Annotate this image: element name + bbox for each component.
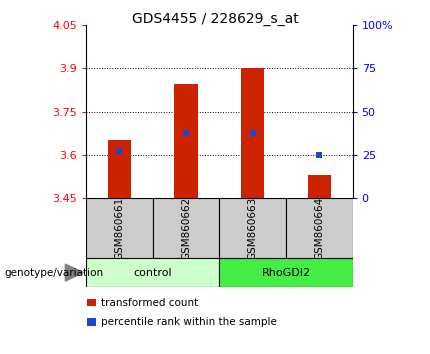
Text: GSM860664: GSM860664	[314, 197, 324, 260]
Bar	[174, 84, 198, 198]
Bar	[241, 68, 264, 198]
Bar	[153, 198, 219, 258]
Text: GSM860662: GSM860662	[181, 197, 191, 260]
Bar	[86, 198, 153, 258]
Text: GSM860663: GSM860663	[248, 197, 258, 260]
Bar	[286, 198, 353, 258]
Text: genotype/variation: genotype/variation	[4, 268, 104, 278]
Text: transformed count: transformed count	[101, 298, 198, 308]
Bar	[219, 198, 286, 258]
Bar	[108, 141, 131, 198]
Text: GDS4455 / 228629_s_at: GDS4455 / 228629_s_at	[132, 12, 298, 27]
Text: control: control	[133, 268, 172, 278]
Polygon shape	[65, 264, 83, 281]
Text: percentile rank within the sample: percentile rank within the sample	[101, 317, 277, 327]
Bar	[87, 319, 95, 326]
Text: GSM860661: GSM860661	[114, 197, 124, 260]
Bar	[307, 175, 331, 198]
Text: RhoGDI2: RhoGDI2	[261, 268, 310, 278]
Bar	[87, 299, 95, 306]
Bar	[219, 258, 353, 287]
Bar	[86, 258, 219, 287]
